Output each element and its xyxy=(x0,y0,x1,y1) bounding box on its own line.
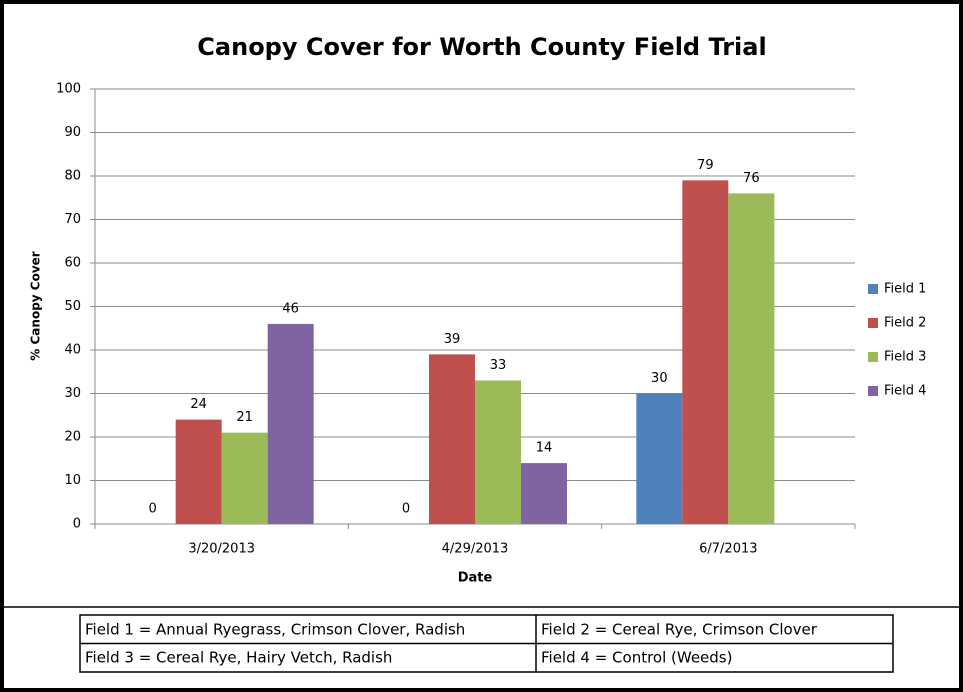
y-tick-label: 10 xyxy=(64,473,81,488)
data-label: 24 xyxy=(190,397,207,412)
x-tick-label: 3/20/2013 xyxy=(188,542,255,557)
y-tick-label: 60 xyxy=(64,256,81,271)
data-label: 14 xyxy=(536,441,553,456)
data-label: 0 xyxy=(402,502,410,517)
y-tick-label: 70 xyxy=(64,212,81,227)
legend-swatch xyxy=(868,284,878,294)
y-tick-label: 30 xyxy=(64,386,81,401)
legend-label: Field 1 xyxy=(884,282,926,297)
bar xyxy=(728,193,775,524)
bar xyxy=(221,432,268,524)
data-label: 79 xyxy=(697,158,714,173)
y-axis-label: % Canopy Cover xyxy=(29,251,43,360)
x-axis-label: Date xyxy=(458,571,493,586)
table-cell: Field 3 = Cereal Rye, Hairy Vetch, Radis… xyxy=(85,649,392,667)
bar xyxy=(175,419,222,524)
y-tick-label: 20 xyxy=(64,430,81,445)
table-cell: Field 2 = Cereal Rye, Crimson Clover xyxy=(541,621,818,639)
bar xyxy=(521,463,567,524)
y-tick-label: 80 xyxy=(64,169,81,184)
legend-swatch xyxy=(868,352,878,362)
y-tick-label: 90 xyxy=(64,125,81,140)
legend-label: Field 3 xyxy=(884,350,926,365)
y-tick-label: 50 xyxy=(64,299,81,314)
data-label: 46 xyxy=(282,301,299,316)
legend-swatch xyxy=(868,386,878,396)
x-tick-label: 6/7/2013 xyxy=(699,542,757,557)
data-label: 21 xyxy=(236,410,253,425)
legend-label: Field 4 xyxy=(884,384,926,399)
y-tick-label: 40 xyxy=(64,343,81,358)
bar xyxy=(636,393,683,524)
bar xyxy=(429,354,475,524)
table-cell: Field 4 = Control (Weeds) xyxy=(541,649,732,667)
chart-title: Canopy Cover for Worth County Field Tria… xyxy=(197,33,766,61)
x-tick-label: 4/29/2013 xyxy=(442,542,509,557)
table-cell: Field 1 = Annual Ryegrass, Crimson Clove… xyxy=(85,621,465,639)
legend-label: Field 2 xyxy=(884,316,926,331)
data-label: 30 xyxy=(651,371,668,386)
bar xyxy=(682,180,729,524)
data-label: 0 xyxy=(149,502,157,517)
y-tick-label: 100 xyxy=(56,82,81,97)
bar xyxy=(267,323,314,524)
data-label: 33 xyxy=(490,358,507,373)
data-label: 76 xyxy=(743,171,760,186)
legend-table: Field 1 = Annual Ryegrass, Crimson Clove… xyxy=(79,614,894,673)
y-tick-label: 0 xyxy=(73,517,81,532)
bar xyxy=(475,380,521,524)
legend-swatch xyxy=(868,318,878,328)
data-label: 39 xyxy=(444,332,461,347)
